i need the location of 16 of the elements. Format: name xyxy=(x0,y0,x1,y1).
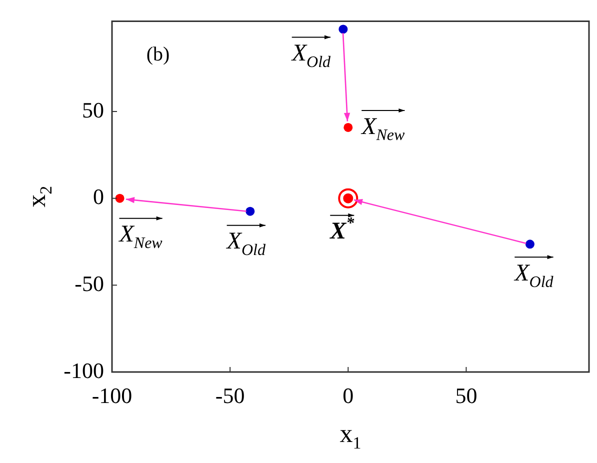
point xyxy=(344,122,353,132)
point xyxy=(338,24,348,34)
y-tick-label: 50 xyxy=(82,97,104,122)
x-tick-label: 0 xyxy=(342,382,354,408)
x-tick-label: -50 xyxy=(215,382,245,408)
y-tick-label: -50 xyxy=(74,270,104,296)
point xyxy=(525,240,534,249)
annotation: (b) xyxy=(146,43,170,66)
point xyxy=(246,206,255,216)
y-tick-label: -100 xyxy=(64,358,104,383)
point xyxy=(338,188,358,208)
y-tick-label: 0 xyxy=(93,184,104,210)
y-axis-title: x2 xyxy=(22,186,56,208)
x-tick-label: 50 xyxy=(455,382,478,408)
annotation: X* xyxy=(329,215,356,245)
point xyxy=(115,194,124,203)
